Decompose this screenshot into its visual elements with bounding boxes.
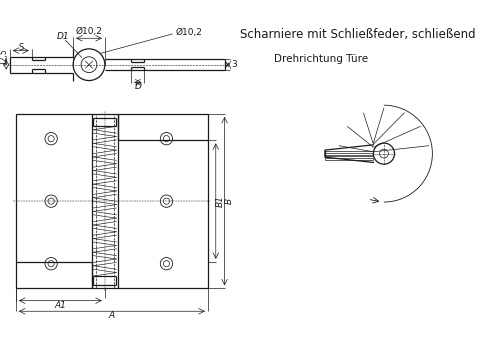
Text: B1: B1 [216, 195, 224, 207]
Text: A: A [109, 311, 115, 320]
Text: D1: D1 [57, 32, 70, 41]
Text: Scharniere mit Schließfeder, schließend: Scharniere mit Schließfeder, schließend [240, 28, 476, 41]
Text: 12,5: 12,5 [0, 48, 8, 65]
Text: Ø10,2: Ø10,2 [76, 27, 102, 36]
Text: D: D [134, 82, 141, 91]
Bar [325, 151, 374, 153]
Bar [16, 114, 208, 288]
Text: B: B [224, 198, 234, 204]
Text: A1: A1 [54, 301, 66, 310]
Text: Drehrichtung Türe: Drehrichtung Türe [274, 54, 368, 64]
Text: 3: 3 [232, 60, 237, 69]
Text: S: S [18, 43, 24, 52]
Bar [325, 155, 374, 156]
Bar [325, 158, 374, 160]
Text: Ø10,2: Ø10,2 [176, 28, 202, 37]
